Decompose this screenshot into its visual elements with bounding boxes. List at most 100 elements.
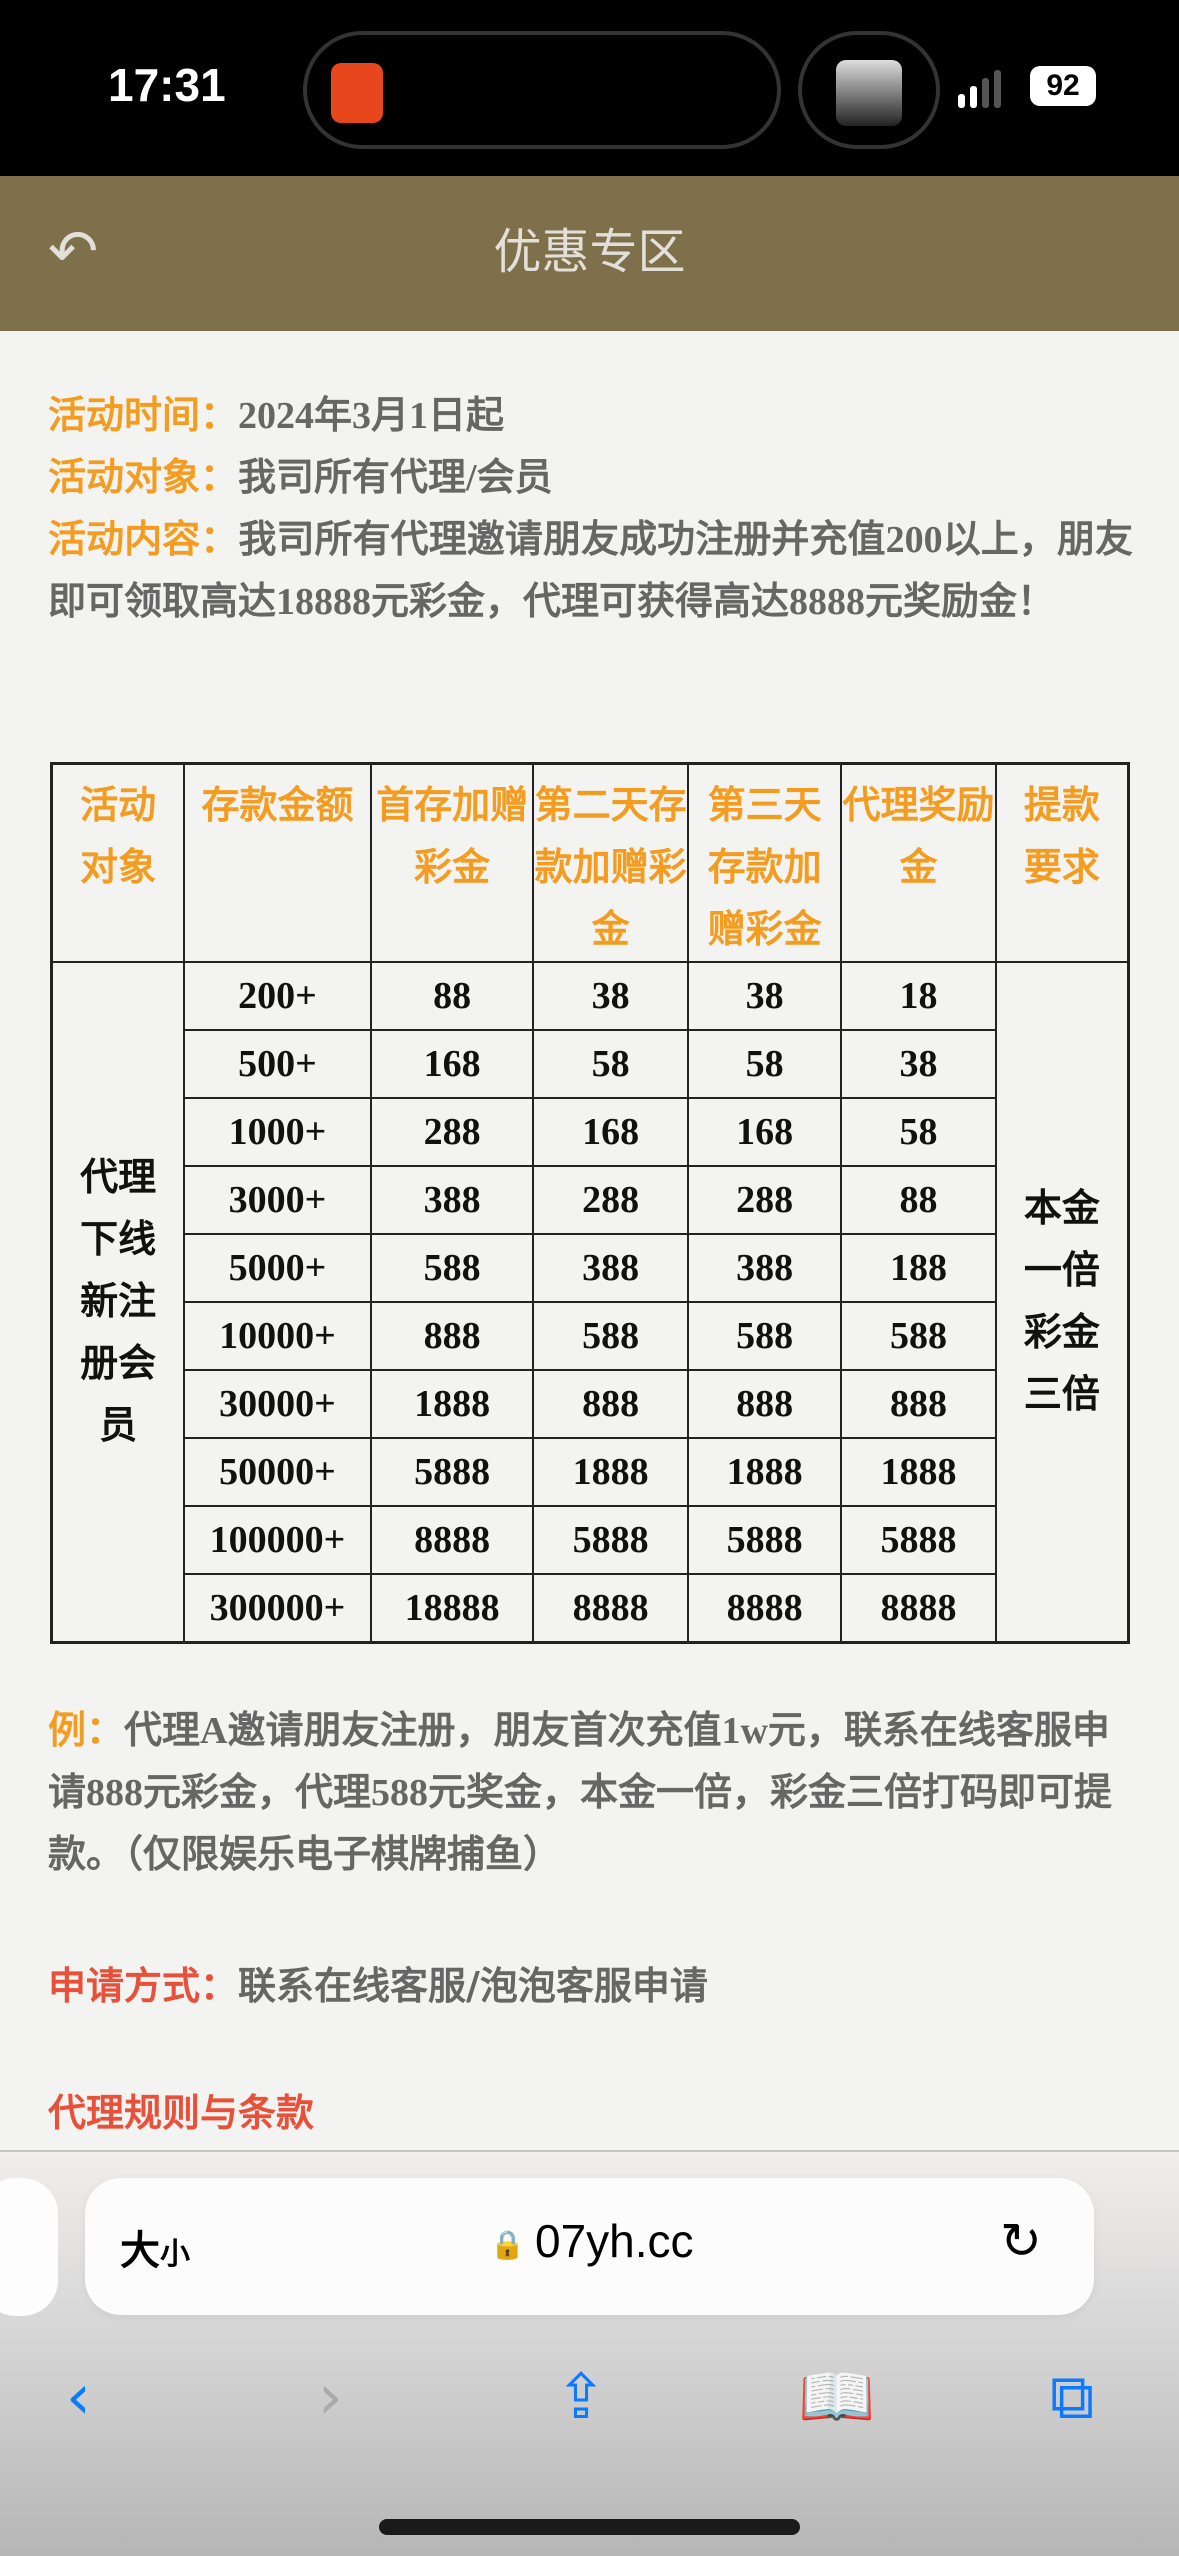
back-arrow-icon[interactable]: ↶ xyxy=(48,217,99,287)
table-row: 10000+ 888 588 588 588 xyxy=(52,1301,1129,1371)
table-cell: 388 xyxy=(369,1165,535,1235)
reload-icon[interactable]: ↻ xyxy=(1000,2212,1042,2270)
text-size-small: 小 xyxy=(160,2237,190,2272)
example-body: 代理A邀请朋友注册，朋友首次充值1w元，联系在线客服申请888元彩金，代理588… xyxy=(48,1710,1113,1876)
table-row: 5000+ 588 388 388 188 xyxy=(52,1233,1129,1303)
table-cell: 38 xyxy=(686,961,843,1031)
example-label: 例： xyxy=(48,1710,125,1752)
table-cell: 588 xyxy=(840,1301,997,1371)
table-cell: 888 xyxy=(532,1369,689,1439)
table-cell: 50000+ xyxy=(183,1437,372,1507)
target-value: 我司所有代理/会员 xyxy=(238,457,553,499)
page-header: ↶ 优惠专区 xyxy=(0,176,1179,331)
table-cell: 88 xyxy=(369,961,535,1031)
table-cell: 5888 xyxy=(369,1437,535,1507)
table-cell: 10000+ xyxy=(183,1301,372,1371)
previous-tab-preview[interactable] xyxy=(0,2178,58,2316)
content-label: 活动内容： xyxy=(48,519,239,561)
table-cell: 588 xyxy=(532,1301,689,1371)
table-cell: 38 xyxy=(840,1029,997,1099)
text-size-button[interactable]: 大小 xyxy=(120,2218,190,2276)
table-cell: 1888 xyxy=(532,1437,689,1507)
column-header: 第三天存款加赠彩金 xyxy=(686,762,843,963)
tomato-app-icon xyxy=(331,63,383,123)
safari-toolbar: 大小 🔒 07yh.cc ↻ ‹ › ⇪ 📖 ⧉ xyxy=(0,2150,1179,2556)
rules-link[interactable]: 代理规则与条款 xyxy=(48,2091,315,2135)
table-cell: 1888 xyxy=(840,1437,997,1507)
table-row: 30000+ 1888 888 888 888 xyxy=(52,1369,1129,1439)
table-cell: 388 xyxy=(686,1233,843,1303)
time-label: 活动时间： xyxy=(48,395,239,437)
table-cell: 1888 xyxy=(369,1369,535,1439)
column-header: 提款要求 xyxy=(994,762,1130,963)
table-cell: 5888 xyxy=(532,1505,689,1575)
lock-icon: 🔒 xyxy=(490,2228,525,2261)
cellular-signal-icon xyxy=(958,70,1001,108)
time-value: 2024年3月1日起 xyxy=(238,395,505,437)
table-cell: 8888 xyxy=(369,1505,535,1575)
bookmarks-icon[interactable]: 📖 xyxy=(798,2360,876,2433)
table-cell: 888 xyxy=(840,1369,997,1439)
table-cell: 388 xyxy=(532,1233,689,1303)
table-cell: 38 xyxy=(532,961,689,1031)
table-cell: 1000+ xyxy=(183,1097,372,1167)
column-header: 代理奖励金 xyxy=(840,762,997,963)
forward-chevron-icon[interactable]: › xyxy=(318,2360,343,2433)
table-row: 50000+ 5888 1888 1888 1888 xyxy=(52,1437,1129,1507)
withdraw-text: 本金一倍彩金三倍 xyxy=(1023,1187,1100,1416)
table-row: 300000+ 18888 8888 8888 8888 xyxy=(52,1573,1129,1643)
table-row: 500+ 168 58 58 38 xyxy=(52,1029,1129,1099)
share-icon[interactable]: ⇪ xyxy=(555,2360,607,2433)
page-title: 优惠专区 xyxy=(493,224,686,280)
bonus-table: 活动对象 存款金额 首存加赠彩金 第二天存款加赠彩金 第三天存款加赠彩金 代理奖励金 提款要… xyxy=(50,762,1130,1644)
table-cell: 168 xyxy=(369,1029,535,1099)
column-header: 第二天存款加赠彩金 xyxy=(532,762,689,963)
table-cell: 8888 xyxy=(686,1573,843,1643)
table-cell: 5888 xyxy=(686,1505,843,1575)
table-cell: 5000+ xyxy=(183,1233,372,1303)
table-cell: 88 xyxy=(840,1165,997,1235)
activity-intro: 活动时间：2024年3月1日起 活动对象：我司所有代理/会员 活动内容：我司所有… xyxy=(48,385,1133,633)
table-cell: 288 xyxy=(686,1165,843,1235)
apply-value: 联系在线客服/泡泡客服申请 xyxy=(238,1964,708,2008)
content-value: 我司所有代理邀请朋友成功注册并充值200以上，朋友即可领取高达18888元彩金，… xyxy=(48,519,1133,623)
home-indicator[interactable] xyxy=(379,2519,800,2535)
table-cell: 18888 xyxy=(369,1573,535,1643)
back-chevron-icon[interactable]: ‹ xyxy=(66,2360,91,2433)
table-cell: 200+ xyxy=(183,961,372,1031)
table-cell: 288 xyxy=(532,1165,689,1235)
clock: 17:31 xyxy=(108,59,226,111)
table-cell: 588 xyxy=(686,1301,843,1371)
table-cell: 8888 xyxy=(840,1573,997,1643)
table-cell: 1888 xyxy=(686,1437,843,1507)
table-cell: 300000+ xyxy=(183,1573,372,1643)
table-row: 1000+ 288 168 168 58 xyxy=(52,1097,1129,1167)
table-cell: 888 xyxy=(369,1301,535,1371)
table-row: 3000+ 388 288 288 88 xyxy=(52,1165,1129,1235)
table-cell: 58 xyxy=(686,1029,843,1099)
url-domain[interactable]: 07yh.cc xyxy=(535,2215,694,2267)
table-cell: 168 xyxy=(532,1097,689,1167)
column-header-text: 提款要求 xyxy=(1023,785,1100,889)
address-bar[interactable]: 大小 🔒 07yh.cc ↻ xyxy=(85,2178,1094,2315)
target-label: 活动对象： xyxy=(48,457,239,499)
dynamic-island[interactable] xyxy=(303,31,781,149)
table-cell: 8888 xyxy=(532,1573,689,1643)
table-cell: 30000+ xyxy=(183,1369,372,1439)
tabs-icon[interactable]: ⧉ xyxy=(1050,2360,1095,2433)
table-cell: 168 xyxy=(686,1097,843,1167)
table-cell: 58 xyxy=(532,1029,689,1099)
table-cell: 888 xyxy=(686,1369,843,1439)
table-cell: 5888 xyxy=(840,1505,997,1575)
table-row: 代理下线新注册会员 200+ 88 38 38 18 本金一倍彩金三倍 xyxy=(50,961,1130,1643)
avatar xyxy=(836,60,902,126)
apply-method: 申请方式：联系在线客服/泡泡客服申请 xyxy=(48,1955,708,2017)
withdraw-cell: 本金一倍彩金三倍 xyxy=(994,961,1130,1643)
table-cell: 500+ xyxy=(183,1029,372,1099)
example-text: 例：代理A邀请朋友注册，朋友首次充值1w元，联系在线客服申请888元彩金，代理5… xyxy=(48,1700,1133,1886)
apply-label: 申请方式： xyxy=(48,1964,239,2008)
dynamic-island-avatar[interactable] xyxy=(798,31,940,149)
column-header-text: 活动对象 xyxy=(80,785,157,889)
target-cell: 代理下线新注册会员 xyxy=(50,961,186,1643)
battery-icon: 92 xyxy=(1030,66,1096,106)
